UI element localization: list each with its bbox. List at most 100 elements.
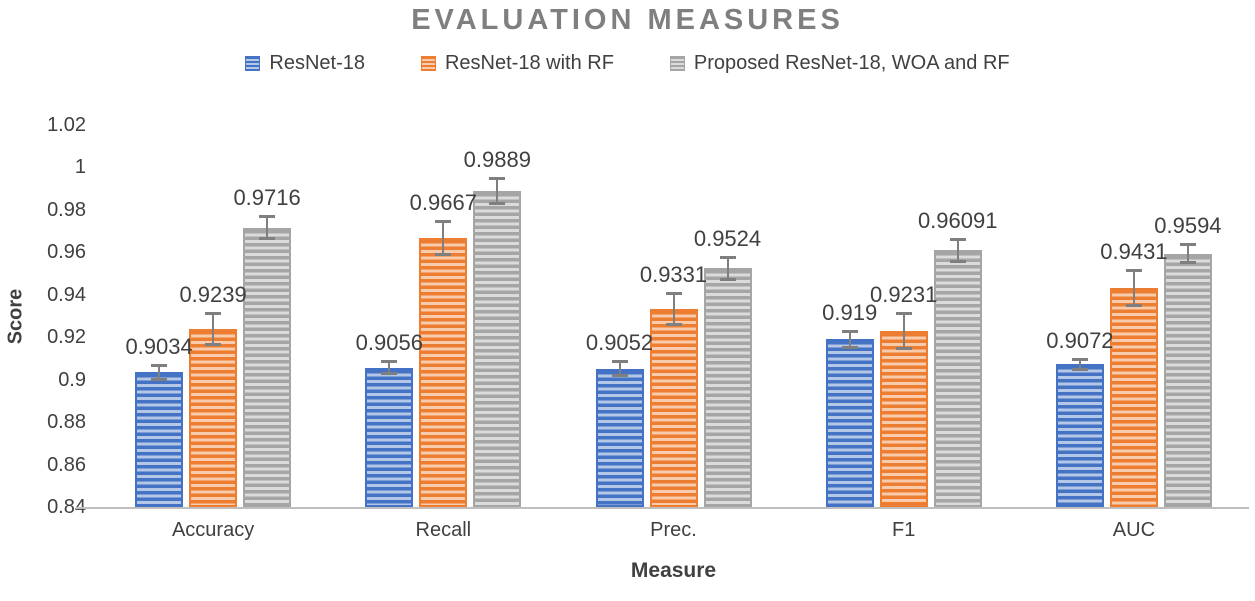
y-axis-ticks: 1.02 1 0.98 0.96 0.94 0.92 0.9 0.88 0.86 0.84 — [32, 115, 98, 517]
legend-item: ResNet-18 — [245, 52, 365, 75]
error-bar-cap-top — [381, 360, 398, 364]
error-bar-line — [1186, 243, 1189, 265]
legend-item: ResNet-18 with RF — [420, 52, 614, 75]
bar-slot: 0.9431 — [1100, 125, 1168, 507]
bar-value-label: 0.9667 — [409, 190, 477, 216]
error-bar-cap-top — [259, 215, 276, 218]
legend-swatch — [669, 56, 685, 71]
bar-value-label: 0.9034 — [125, 333, 193, 359]
error-bar-cap-bottom — [435, 253, 452, 257]
y-tick-label: 0.9 — [58, 368, 86, 391]
y-tick-label: 1 — [74, 156, 86, 179]
bar-value-label: 0.9072 — [1046, 328, 1114, 354]
error-bar-line — [672, 292, 675, 327]
bar-slot: 0.9331 — [640, 125, 707, 507]
error-bar — [1164, 243, 1212, 265]
error-bar — [473, 177, 521, 205]
x-category-label: Prec. — [650, 518, 697, 541]
error-bar-cap-top — [895, 311, 912, 315]
x-category-label: Recall — [415, 518, 472, 541]
bar — [365, 367, 414, 507]
bar-slot: 0.9072 — [1046, 125, 1114, 507]
error-bar-cap-top — [665, 292, 682, 296]
error-bar-cap-bottom — [841, 345, 858, 349]
bar-value-label: 0.9056 — [355, 330, 423, 356]
legend-item: Proposed ResNet-18, WOA and RF — [669, 52, 1010, 75]
error-bar-line — [956, 237, 959, 264]
bar-group: 0.9034 0.9239 0.9716 — [98, 125, 328, 507]
bar — [1163, 253, 1212, 507]
bar-value-label: 0.9331 — [639, 262, 708, 288]
error-bar-line — [442, 220, 445, 257]
error-bar — [596, 360, 644, 378]
bar-group: 0.9072 0.9431 0.9594 — [1019, 125, 1249, 507]
error-bar-cap-top — [841, 329, 858, 333]
bar-slot: 0.9524 — [694, 125, 761, 507]
bar-value-label: 0.9594 — [1154, 213, 1222, 238]
error-bar — [365, 360, 413, 376]
error-bar-line — [726, 255, 729, 282]
error-bar-line — [1078, 358, 1081, 371]
x-category-label: F1 — [892, 518, 916, 541]
y-tick-label: 0.92 — [47, 326, 86, 349]
error-bar-cap-top — [719, 255, 736, 259]
bar-slot: 0.9889 — [464, 125, 531, 507]
x-category-label: Accuracy — [171, 518, 255, 541]
legend-label: Proposed ResNet-18, WOA and RF — [693, 52, 1010, 74]
bar-value-label: 0.9431 — [1100, 239, 1168, 265]
error-bar-cap-bottom — [1179, 261, 1196, 265]
error-bar-cap-bottom — [719, 278, 736, 282]
error-bar-line — [848, 329, 851, 349]
bar-slot: 0.9052 — [586, 125, 653, 507]
bar-group: 0.9052 0.9331 0.9524 — [558, 125, 788, 507]
error-bar-cap-top — [949, 237, 966, 241]
error-bar-cap-bottom — [1071, 367, 1088, 371]
chart-main: Score 1.02 1 0.98 0.96 0.94 0.92 0.9 0.88 0.86 0.… — [0, 115, 1255, 583]
bar-slot: 0.96091 — [918, 125, 997, 507]
error-bar-cap-bottom — [489, 201, 506, 205]
error-bar-line — [212, 311, 215, 346]
y-tick-label: 0.84 — [47, 496, 86, 518]
bar — [703, 268, 752, 507]
error-bar-line — [618, 360, 621, 378]
bar-slot: 0.9239 — [179, 125, 247, 507]
error-bar-cap-bottom — [949, 260, 966, 264]
bar-slot: 0.9034 — [125, 125, 193, 507]
bar-slot: 0.9056 — [356, 125, 423, 507]
y-tick-label: 0.98 — [47, 198, 86, 221]
error-bar-cap-bottom — [381, 372, 398, 376]
bar — [1055, 364, 1104, 507]
error-bar — [934, 237, 982, 264]
error-bar-line — [1132, 269, 1135, 308]
error-bar — [880, 311, 928, 350]
error-bar — [1056, 358, 1104, 371]
error-bar-cap-bottom — [611, 374, 628, 378]
error-bar — [135, 363, 183, 381]
legend: ResNet-18 ResNet-18 with RF Proposed ResNe… — [0, 52, 1255, 75]
error-bar-cap-top — [205, 311, 222, 315]
error-bar-line — [496, 177, 499, 205]
bar-slot: 0.9231 — [870, 125, 937, 507]
error-bar-cap-bottom — [895, 346, 912, 350]
y-tick-label: 0.88 — [47, 411, 86, 434]
legend-label: ResNet-18 — [269, 52, 365, 74]
error-bar-line — [158, 363, 161, 381]
bar-slot: 0.9667 — [410, 125, 477, 507]
error-bar-cap-bottom — [205, 342, 222, 346]
error-bar-line — [902, 311, 905, 350]
y-axis-title: Score — [4, 288, 27, 344]
error-bar — [650, 292, 698, 327]
bar-value-label: 0.9052 — [585, 330, 654, 356]
error-bar-line — [388, 360, 391, 376]
error-bar — [1110, 269, 1158, 308]
bar-value-label: 0.9716 — [233, 184, 301, 210]
bar — [135, 372, 184, 507]
x-axis-title: Measure — [630, 559, 717, 582]
bar — [595, 368, 644, 507]
error-bar-cap-top — [1125, 269, 1142, 273]
bar-group: 0.919 0.9231 0.96091 — [789, 125, 1019, 507]
x-categories: Accuracy Recall Prec. F1 AUC — [98, 509, 1249, 551]
bar — [1109, 288, 1158, 507]
error-bar — [704, 255, 752, 282]
